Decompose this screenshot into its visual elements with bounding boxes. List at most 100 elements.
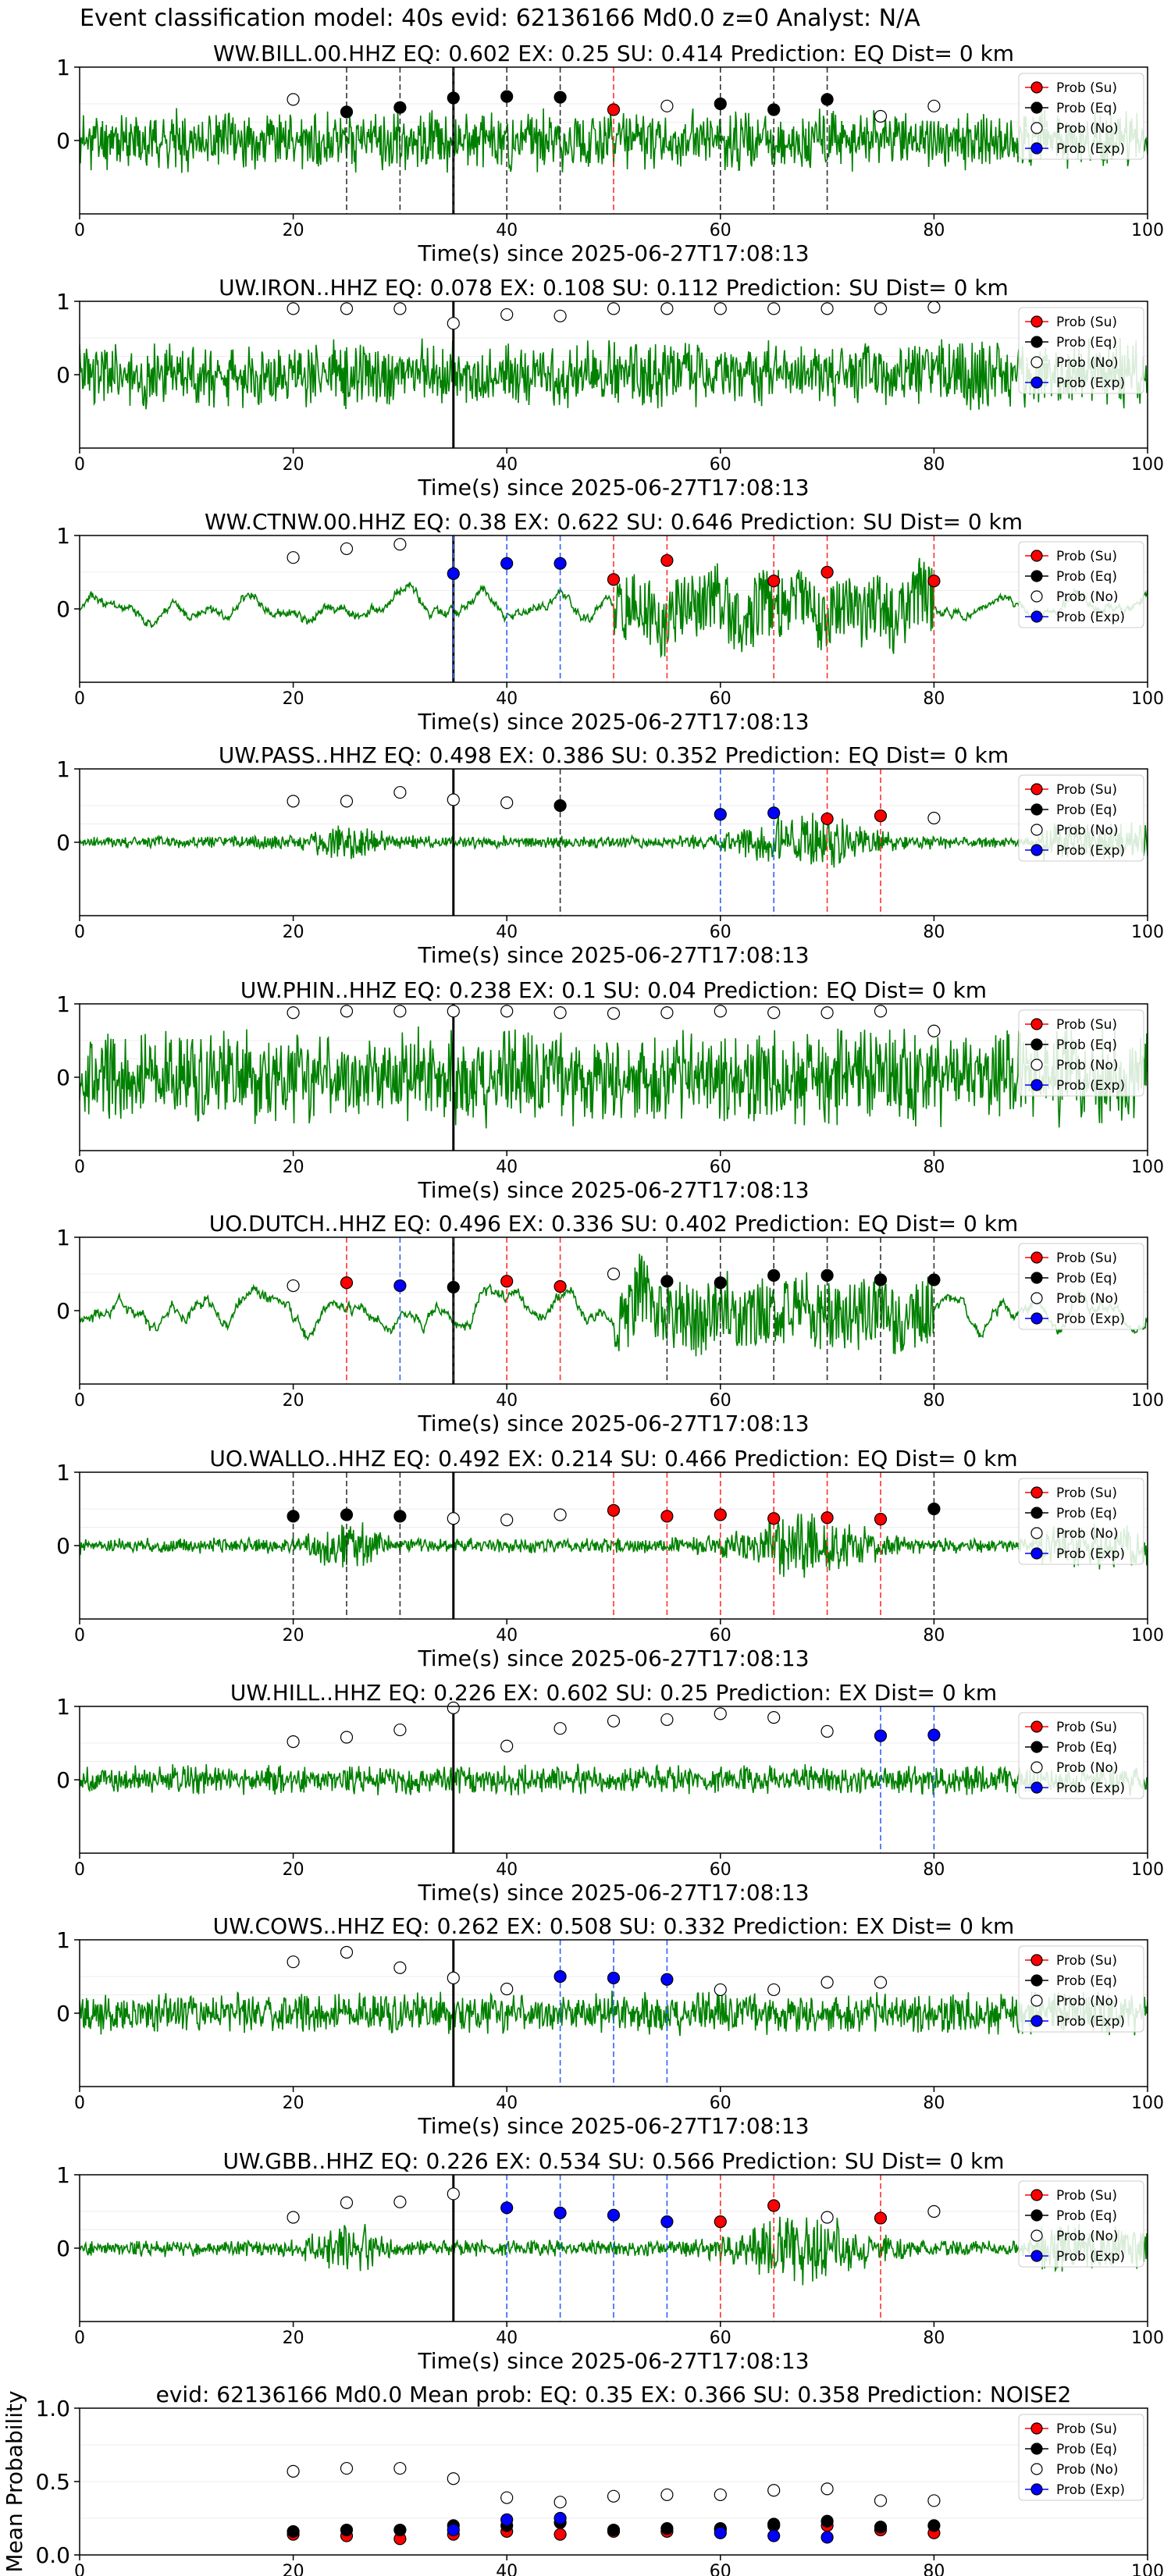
prob-point-no — [927, 811, 941, 825]
prob-point-su — [714, 2215, 727, 2229]
x-tick-label: 0 — [74, 689, 85, 709]
prob-point-eq — [340, 105, 354, 119]
prob-point-eq — [714, 1276, 727, 1290]
legend-marker-no — [1030, 590, 1043, 603]
prob-point-no — [447, 1512, 460, 1525]
x-tick-label: 60 — [710, 923, 731, 942]
x-tick-label: 20 — [283, 221, 304, 240]
prob-point-exp — [500, 2201, 514, 2215]
legend-label: Prob (No) — [1056, 2229, 1119, 2244]
prob-point-no — [287, 551, 300, 564]
legend-label: Prob (No) — [1056, 589, 1119, 605]
x-axis-label: Time(s) since 2025-06-27T17:08:13 — [417, 2348, 809, 2374]
mean-prob-point-eq — [767, 2517, 781, 2531]
x-tick-label: 80 — [923, 2094, 945, 2113]
prob-point-no — [287, 795, 300, 808]
panel-title: UW.PHIN..HHZ EQ: 0.238 EX: 0.1 SU: 0.04 … — [240, 977, 987, 1003]
mean-prob-point-exp — [767, 2529, 781, 2542]
x-tick-label: 60 — [710, 2329, 731, 2348]
prob-point-su — [820, 812, 834, 826]
x-axis-label: Time(s) since 2025-06-27T17:08:13 — [417, 240, 809, 266]
panel-title: evid: 62136166 Md0.0 Mean prob: EQ: 0.35… — [156, 2382, 1072, 2407]
legend-label: Prob (Eq) — [1056, 1973, 1117, 1989]
prob-point-no — [767, 1006, 781, 1019]
prob-point-no — [767, 1983, 781, 1997]
legend-marker-su — [1030, 783, 1043, 795]
prob-point-exp — [607, 1971, 621, 1984]
y-tick-label: 0 — [56, 2236, 70, 2261]
y-tick-label: 1 — [56, 991, 70, 1017]
prob-point-no — [553, 1508, 567, 1521]
mean-prob-point-no — [927, 2494, 941, 2507]
legend: Prob (Su) Prob (Eq) Prob (No) Prob (Exp) — [1018, 1243, 1144, 1330]
legend-label: Prob (Su) — [1056, 549, 1117, 564]
legend-marker-eq — [1030, 1741, 1043, 1753]
legend-label: Prob (No) — [1056, 355, 1119, 371]
legend-box — [1018, 1945, 1144, 2033]
legend-label: Prob (Su) — [1056, 782, 1117, 798]
legend: Prob (Su) Prob (Eq) Prob (No) Prob (Exp) — [1018, 2180, 1144, 2268]
prob-point-eq — [393, 1510, 407, 1523]
legend-marker-exp — [1030, 1781, 1043, 1794]
prob-point-no — [820, 2211, 834, 2224]
waveform-trace — [80, 1763, 1148, 1796]
legend-box — [1018, 1243, 1144, 1330]
prob-point-no — [553, 1006, 567, 1019]
legend-marker-no — [1030, 1527, 1043, 1539]
x-tick-label: 40 — [496, 2329, 518, 2348]
mean-prob-point-exp — [447, 2523, 460, 2537]
prob-point-no — [340, 2196, 354, 2209]
x-tick-label: 0 — [74, 1860, 85, 1880]
prob-point-su — [874, 1513, 888, 1526]
prob-point-su — [874, 809, 888, 823]
legend-marker-no — [1030, 1761, 1043, 1774]
x-tick-label: 20 — [283, 2329, 304, 2348]
x-tick-label: 40 — [496, 455, 518, 475]
prob-point-no — [340, 1731, 354, 1744]
legend-marker-eq — [1030, 1974, 1043, 1987]
x-tick-label: 100 — [1131, 2329, 1164, 2348]
panel-title: WW.CTNW.00.HHZ EQ: 0.38 EX: 0.622 SU: 0.… — [205, 509, 1023, 535]
y-tick-label: 0.0 — [35, 2542, 70, 2568]
prob-point-eq — [767, 1268, 781, 1282]
panel-1: WW.BILL.00.HHZ EQ: 0.602 EX: 0.25 SU: 0.… — [56, 41, 1164, 266]
y-tick-label: 0 — [56, 128, 70, 154]
legend-marker-exp — [1030, 2250, 1043, 2262]
legend-label: Prob (Su) — [1056, 1017, 1117, 1033]
legend-label: Prob (No) — [1056, 1994, 1119, 2009]
x-tick-label: 80 — [923, 2329, 945, 2348]
prob-point-su — [660, 1510, 674, 1523]
legend-label: Prob (Exp) — [1056, 610, 1125, 625]
legend-marker-eq — [1030, 2443, 1043, 2455]
legend-label: Prob (Eq) — [1056, 802, 1117, 818]
mean-prob-point-no — [447, 2472, 460, 2485]
prob-point-eq — [553, 799, 567, 813]
legend: Prob (Su) Prob (Eq) Prob (No) Prob (Exp) — [1018, 1712, 1144, 1799]
legend-label: Prob (Su) — [1056, 2188, 1117, 2204]
prob-point-no — [607, 1714, 621, 1727]
prob-point-eq — [714, 97, 727, 111]
prob-point-eq — [340, 1508, 354, 1521]
x-tick-label: 20 — [283, 1158, 304, 1177]
panel-title: UO.DUTCH..HHZ EQ: 0.496 EX: 0.336 SU: 0.… — [209, 1211, 1019, 1236]
prob-point-no — [874, 109, 888, 123]
prob-point-no — [607, 1007, 621, 1020]
legend-label: Prob (Exp) — [1056, 375, 1125, 391]
y-tick-label: 0 — [56, 1298, 70, 1324]
x-tick-label: 20 — [283, 689, 304, 709]
x-tick-label: 0 — [74, 1391, 85, 1411]
y-tick-label: 0 — [56, 1767, 70, 1793]
x-tick-label: 60 — [710, 2094, 731, 2113]
y-tick-label: 1 — [56, 756, 70, 782]
mean-prob-point-no — [553, 2496, 567, 2509]
mean-prob-point-no — [874, 2494, 888, 2507]
x-tick-label: 80 — [923, 1860, 945, 1880]
legend-label: Prob (Su) — [1056, 1953, 1117, 1969]
prob-point-no — [340, 542, 354, 556]
y-tick-label: 1 — [56, 1694, 70, 1720]
prob-point-exp — [500, 557, 514, 570]
x-tick-label: 60 — [710, 1158, 731, 1177]
prob-point-no — [607, 1267, 621, 1281]
prob-point-su — [927, 575, 941, 588]
prob-point-exp — [553, 1969, 567, 1984]
